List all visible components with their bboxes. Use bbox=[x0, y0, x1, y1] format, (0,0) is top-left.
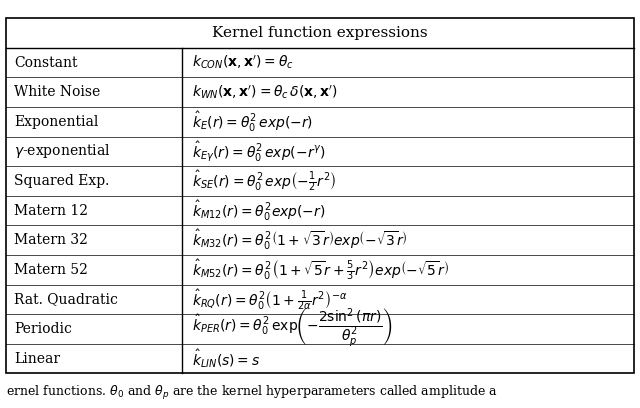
Text: Matern 12: Matern 12 bbox=[14, 204, 88, 217]
Text: $\hat{k}_{E}(r) = \theta_0^2\, exp\left(-r\right)$: $\hat{k}_{E}(r) = \theta_0^2\, exp\left(… bbox=[191, 110, 313, 134]
Text: $\hat{k}_{M12}(r) = \theta_0^2 exp\left(-r\right)$: $\hat{k}_{M12}(r) = \theta_0^2 exp\left(… bbox=[191, 198, 325, 223]
Text: White Noise: White Noise bbox=[14, 85, 100, 99]
Text: Linear: Linear bbox=[14, 352, 60, 366]
Text: Periodic: Periodic bbox=[14, 322, 72, 336]
Text: $\hat{k}_{SE}(r) = \theta_0^2\, exp\left(-\frac{1}{2}r^2\right)$: $\hat{k}_{SE}(r) = \theta_0^2\, exp\left… bbox=[191, 169, 336, 193]
Text: Matern 52: Matern 52 bbox=[14, 263, 88, 277]
Text: $\gamma$-exponential: $\gamma$-exponential bbox=[14, 142, 111, 160]
Text: Squared Exp.: Squared Exp. bbox=[14, 174, 109, 188]
Text: $\hat{k}_{M32}(r) = \theta_0^2\left(1 + \sqrt{3}r\right) exp\left(-\sqrt{3}r\rig: $\hat{k}_{M32}(r) = \theta_0^2\left(1 + … bbox=[191, 228, 407, 252]
Text: $k_{CON}(\mathbf{x}, \mathbf{x}') = \theta_c$: $k_{CON}(\mathbf{x}, \mathbf{x}') = \the… bbox=[191, 54, 294, 71]
Text: Kernel function expressions: Kernel function expressions bbox=[212, 26, 428, 40]
Text: Exponential: Exponential bbox=[14, 115, 99, 129]
Text: Rat. Quadratic: Rat. Quadratic bbox=[14, 292, 118, 306]
Text: $\hat{k}_{M52}(r) = \theta_0^2\left(1 + \sqrt{5}r + \frac{5}{3}r^2\right) exp\le: $\hat{k}_{M52}(r) = \theta_0^2\left(1 + … bbox=[191, 257, 449, 282]
Text: $k_{WN}(\mathbf{x}, \mathbf{x}') = \theta_c\, \delta(\mathbf{x}, \mathbf{x}')$: $k_{WN}(\mathbf{x}, \mathbf{x}') = \thet… bbox=[191, 83, 338, 101]
Bar bbox=[6, 18, 634, 373]
Text: $\hat{k}_{LIN}(s) = s$: $\hat{k}_{LIN}(s) = s$ bbox=[191, 347, 260, 370]
Text: $\hat{k}_{RQ}(r) = \theta_0^2\left(1 + \frac{1}{2\alpha}r^2\right)^{-\alpha}$: $\hat{k}_{RQ}(r) = \theta_0^2\left(1 + \… bbox=[191, 287, 348, 312]
Text: $\hat{k}_{PER}(r) = \theta_0^2\, \exp\!\left(-\dfrac{2\sin^2(\pi r)}{\theta_p^2}: $\hat{k}_{PER}(r) = \theta_0^2\, \exp\!\… bbox=[191, 307, 392, 350]
Text: Matern 32: Matern 32 bbox=[14, 233, 88, 247]
Text: ernel functions. $\theta_0$ and $\theta_p$ are the kernel hyperparameters called: ernel functions. $\theta_0$ and $\theta_… bbox=[6, 384, 498, 402]
Text: $\hat{k}_{E\gamma}(r) = \theta_0^2\, exp\left(-r^\gamma\right)$: $\hat{k}_{E\gamma}(r) = \theta_0^2\, exp… bbox=[191, 139, 326, 164]
Text: Constant: Constant bbox=[14, 55, 77, 69]
